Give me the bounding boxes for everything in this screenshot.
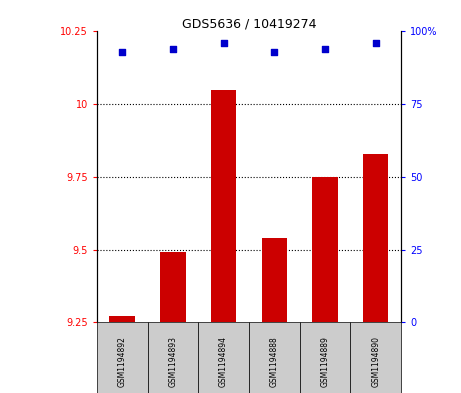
Bar	[148, 322, 198, 393]
Text: GSM1194889: GSM1194889	[320, 336, 330, 387]
Bar	[363, 154, 388, 322]
Text: GSM1194890: GSM1194890	[371, 336, 380, 387]
Point	[321, 46, 329, 52]
Text: GSM1194892: GSM1194892	[118, 336, 127, 387]
Bar	[97, 322, 148, 393]
Bar	[300, 322, 350, 393]
Bar	[160, 252, 185, 322]
Point	[169, 46, 177, 52]
Point	[118, 49, 126, 55]
Bar	[198, 322, 249, 393]
Text: GSM1194894: GSM1194894	[219, 336, 228, 387]
Bar	[211, 90, 236, 322]
Bar	[261, 238, 287, 322]
Text: GSM1194893: GSM1194893	[168, 336, 177, 387]
Bar	[110, 316, 135, 322]
Bar	[249, 322, 300, 393]
Bar	[350, 322, 401, 393]
Title: GDS5636 / 10419274: GDS5636 / 10419274	[182, 17, 316, 30]
Bar	[313, 177, 337, 322]
Point	[271, 49, 278, 55]
Text: GSM1194888: GSM1194888	[270, 336, 279, 387]
Point	[220, 40, 227, 46]
Point	[372, 40, 379, 46]
